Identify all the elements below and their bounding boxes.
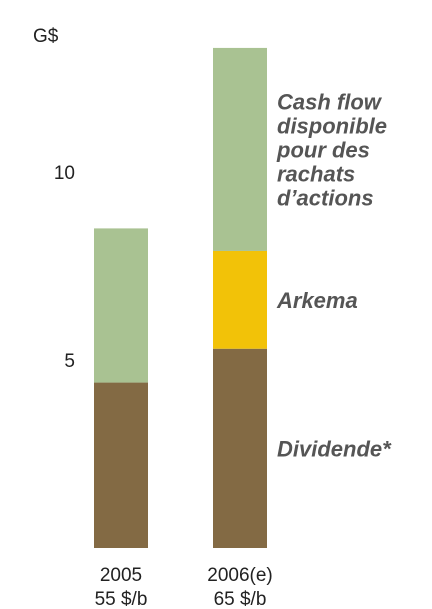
category-label-1: 2006(e) [207,565,273,586]
series-label-1: Arkema [276,288,358,313]
bar-segment-2006(e)-2 [213,47,267,251]
series-labels: Dividende* Arkema Cash flow disponible pour … [276,89,392,461]
bar-segment-2006(e)-1 [213,250,267,349]
y-tick-label-10: 10 [54,163,75,184]
category-sublabel-1: 65 $/b [214,589,267,609]
bars [94,47,267,548]
bar-segment-2006(e)-0 [213,348,267,548]
unit-label: G$ [33,26,59,47]
category-label-0: 2005 [100,565,142,586]
bar-segment-2005-0 [94,382,148,548]
series-label-0: Dividende* [277,436,392,461]
bar-segment-2005-2 [94,228,148,383]
y-tick-label-5: 5 [64,351,75,372]
y-tick-labels: 5 10 [54,163,75,372]
category-sublabel-0: 55 $/b [95,589,148,609]
series-label-2: Cash flow disponible pour des rachats d’acti… [276,89,387,210]
category-labels: 2005 55 $/b 2006(e) 65 $/b [95,565,273,609]
